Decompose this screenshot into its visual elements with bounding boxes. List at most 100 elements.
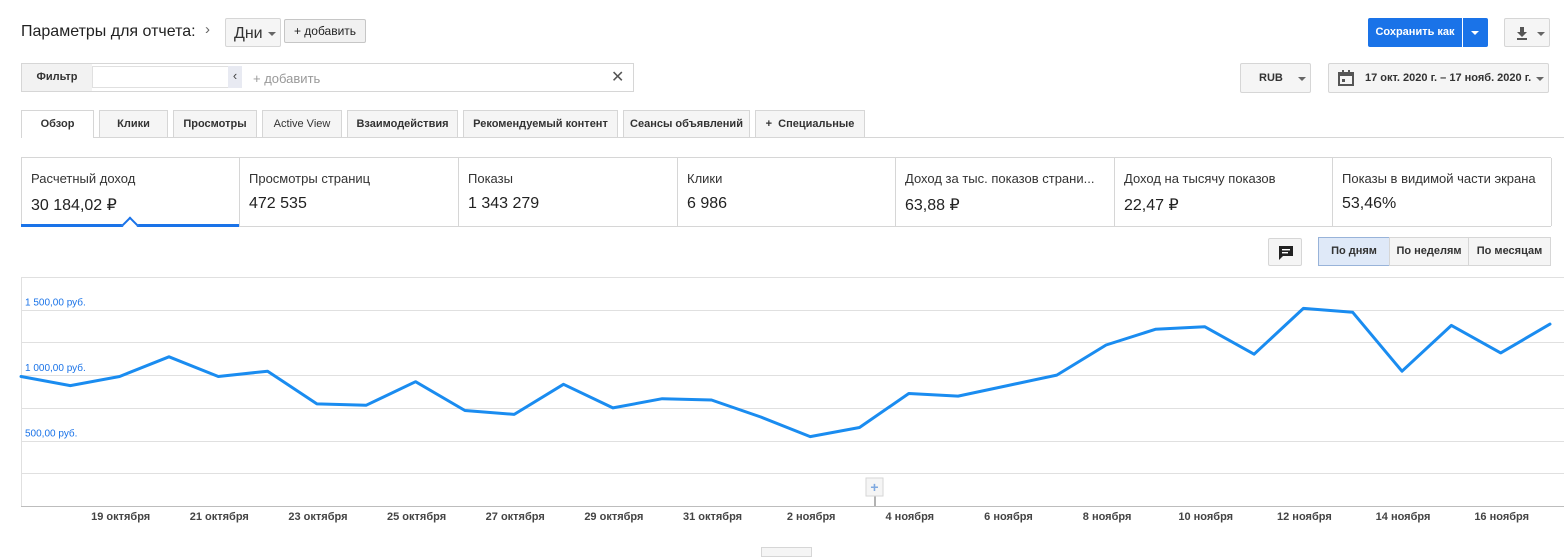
- x-tick-label: 29 октября: [584, 511, 643, 523]
- metric-label: Показы: [468, 171, 513, 186]
- data-point[interactable]: [1001, 380, 1013, 392]
- data-point[interactable]: [952, 390, 964, 402]
- data-point[interactable]: [410, 376, 422, 388]
- x-tick-label: 16 ноября: [1474, 511, 1529, 523]
- data-point[interactable]: [853, 421, 865, 433]
- caret-down-icon: [268, 32, 276, 36]
- metric-card-estimated-revenue[interactable]: Расчетный доход 30 184,02 ₽: [22, 158, 240, 226]
- x-tick-label: 12 ноября: [1277, 511, 1332, 523]
- data-point[interactable]: [1495, 347, 1507, 359]
- x-tick-label: 10 ноября: [1178, 511, 1233, 523]
- granularity-month-button[interactable]: По месяцам: [1468, 237, 1551, 266]
- metric-label: Показы в видимой части экрана: [1342, 171, 1536, 186]
- plus-icon: +: [870, 479, 878, 495]
- metric-card-impression-rpm[interactable]: Доход на тысячу показов 22,47 ₽: [1115, 158, 1333, 226]
- data-point[interactable]: [1347, 306, 1359, 318]
- tab-ad-sessions[interactable]: Сеансы объявлений: [623, 110, 750, 137]
- data-point[interactable]: [903, 387, 915, 399]
- data-point[interactable]: [212, 370, 224, 382]
- data-point[interactable]: [1100, 339, 1112, 351]
- download-button[interactable]: [1504, 18, 1550, 47]
- tab-custom[interactable]: + Специальные: [755, 110, 865, 137]
- x-tick-label: 31 октября: [683, 511, 742, 523]
- tab-custom-label: Специальные: [778, 118, 855, 130]
- y-axis-labels: 1 500,00 руб. 1 000,00 руб. 500,00 руб.: [25, 297, 86, 440]
- metric-value: 22,47 ₽: [1124, 197, 1179, 214]
- data-point[interactable]: [804, 431, 816, 443]
- data-point[interactable]: [1396, 365, 1408, 377]
- tab-active-view[interactable]: Active View: [262, 110, 342, 137]
- dimension-select[interactable]: Дни: [225, 18, 281, 47]
- close-icon[interactable]: ✕: [611, 69, 625, 86]
- data-point[interactable]: [262, 365, 274, 377]
- data-point[interactable]: [1051, 369, 1063, 381]
- metric-card-page-rpm[interactable]: Доход за тыс. показов страни... 63,88 ₽: [896, 158, 1115, 226]
- caret-down-icon: [1471, 31, 1479, 35]
- annotations-button[interactable]: [1268, 238, 1302, 266]
- data-point[interactable]: [64, 380, 76, 392]
- metric-value: 30 184,02 ₽: [31, 197, 117, 214]
- tab-interactions[interactable]: Взаимодействия: [347, 110, 458, 137]
- data-point[interactable]: [1445, 319, 1457, 331]
- x-tick-label: 21 октября: [190, 511, 249, 523]
- metrics-strip: Расчетный доход 30 184,02 ₽ Просмотры ст…: [21, 157, 1552, 227]
- data-point[interactable]: [1248, 348, 1260, 360]
- dimension-value: Дни: [234, 25, 263, 42]
- series-line: [19, 306, 1552, 439]
- x-tick-label: 14 ноября: [1376, 511, 1431, 523]
- data-point[interactable]: [656, 393, 668, 405]
- data-point[interactable]: [1544, 318, 1556, 330]
- data-point[interactable]: [755, 411, 767, 423]
- data-point[interactable]: [1199, 321, 1211, 333]
- y-tick-label: 1 500,00 руб.: [25, 297, 86, 309]
- tab-clicks[interactable]: Клики: [99, 110, 168, 137]
- comment-icon: [1279, 246, 1293, 260]
- add-annotation[interactable]: +: [865, 477, 884, 506]
- save-as-button[interactable]: Сохранить как: [1368, 18, 1462, 47]
- data-point[interactable]: [558, 378, 570, 390]
- currency-select[interactable]: RUB: [1240, 63, 1311, 93]
- granularity-week-button[interactable]: По неделям: [1389, 237, 1469, 266]
- tab-views[interactable]: Просмотры: [173, 110, 257, 137]
- chart-series: [15, 302, 1556, 443]
- x-tick-label: 2 ноября: [787, 511, 836, 523]
- metric-card-clicks[interactable]: Клики 6 986: [678, 158, 896, 226]
- x-tick-label: 19 октября: [91, 511, 150, 523]
- data-point[interactable]: [459, 404, 471, 416]
- date-range-select[interactable]: 17 окт. 2020 г. – 17 нояб. 2020 г.: [1328, 63, 1549, 93]
- data-point[interactable]: [508, 408, 520, 420]
- add-dimension-button[interactable]: + добавить: [284, 19, 366, 43]
- data-point[interactable]: [1149, 323, 1161, 335]
- date-range-value: 17 окт. 2020 г. – 17 нояб. 2020 г.: [1365, 72, 1532, 84]
- x-tick-label: 4 ноября: [886, 511, 935, 523]
- data-point[interactable]: [607, 402, 619, 414]
- add-annotation-button[interactable]: [865, 477, 884, 497]
- data-point[interactable]: [15, 370, 27, 382]
- filter-input[interactable]: [92, 66, 242, 88]
- data-point[interactable]: [114, 370, 126, 382]
- x-tick-label: 23 октября: [288, 511, 347, 523]
- chart-resize-handle[interactable]: [761, 547, 812, 557]
- filter-add-input[interactable]: + добавить: [253, 71, 321, 86]
- download-icon: [1517, 27, 1527, 40]
- caret-down-icon: [1537, 32, 1545, 36]
- tab-recommended-content[interactable]: Рекомендуемый контент: [463, 110, 618, 137]
- x-tick-label: 8 ноября: [1083, 511, 1132, 523]
- tab-overview[interactable]: Обзор: [21, 110, 94, 138]
- data-point[interactable]: [311, 398, 323, 410]
- data-point[interactable]: [163, 351, 175, 363]
- metric-card-viewability[interactable]: Показы в видимой части экрана 53,46%: [1333, 158, 1552, 226]
- collapse-left-icon[interactable]: ‹: [228, 66, 242, 88]
- x-tick-label: 27 октября: [486, 511, 545, 523]
- granularity-day-button[interactable]: По дням: [1318, 237, 1390, 266]
- data-point[interactable]: [1297, 302, 1309, 314]
- tabs-divider: [21, 137, 1564, 138]
- metric-value: 6 986: [687, 195, 728, 212]
- data-point[interactable]: [706, 394, 718, 406]
- metric-card-page-views[interactable]: Просмотры страниц 472 535: [240, 158, 459, 226]
- save-options-dropdown[interactable]: [1463, 18, 1488, 47]
- metric-card-impressions[interactable]: Показы 1 343 279: [459, 158, 678, 226]
- metric-label: Расчетный доход: [31, 171, 136, 186]
- data-point[interactable]: [360, 399, 372, 411]
- x-tick-label: 25 октября: [387, 511, 446, 523]
